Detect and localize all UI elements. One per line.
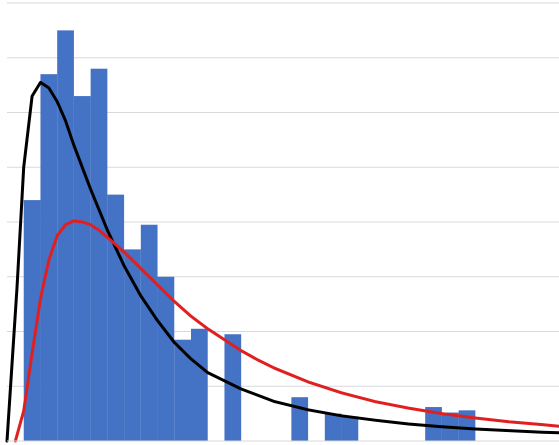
bar-11 (191, 328, 208, 441)
bar-15 (341, 416, 359, 441)
bar-5 (90, 68, 108, 441)
bar-8 (140, 224, 158, 441)
curve-1 (5, 80, 559, 443)
bar-9 (157, 276, 175, 441)
curve-2 (13, 219, 559, 443)
bar-6 (107, 194, 125, 441)
histogram-bars (23, 30, 476, 442)
bar-10 (174, 339, 191, 441)
bar-3 (57, 30, 74, 441)
fit-curves (5, 80, 559, 443)
bar-12 (224, 334, 242, 441)
bar-7 (124, 249, 141, 441)
bar-14 (324, 413, 342, 441)
bar-13 (291, 397, 309, 441)
bar-16 (425, 407, 442, 441)
